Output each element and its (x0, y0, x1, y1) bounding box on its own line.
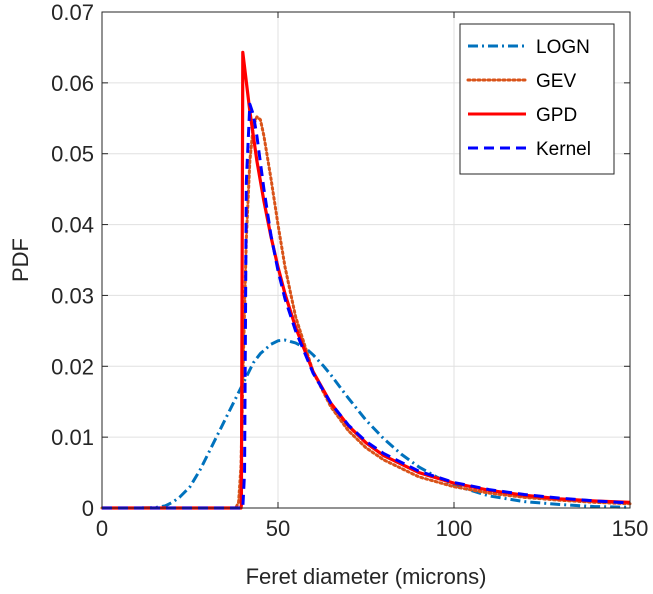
y-tick-label: 0.06 (51, 71, 94, 96)
x-axis-label: Feret diameter (microns) (246, 564, 487, 589)
y-axis-label: PDF (8, 238, 33, 282)
y-tick-label: 0.01 (51, 425, 94, 450)
y-tick-label: 0 (82, 496, 94, 521)
y-tick-label: 0.05 (51, 142, 94, 167)
x-tick-label: 50 (266, 516, 290, 541)
y-tick-label: 0.07 (51, 0, 94, 25)
legend-label-gpd: GPD (536, 105, 577, 126)
legend: LOGN GEV GPD Kernel (459, 23, 615, 175)
grid (102, 12, 630, 508)
legend-label-logn: LOGN (536, 37, 590, 58)
y-tick-label: 0.04 (51, 213, 94, 238)
plot-area-frame (101, 11, 631, 509)
series-lines (100, 50, 632, 510)
series-line-gev (100, 115, 632, 510)
x-tick-label: 150 (612, 516, 649, 541)
series-line-kernel (102, 102, 631, 510)
y-tick-label: 0.02 (51, 354, 94, 379)
legend-label-gev: GEV (536, 71, 576, 92)
series-line-logn (102, 338, 631, 510)
x-tick-label: 100 (436, 516, 473, 541)
x-tick-label: 0 (96, 516, 108, 541)
axis-ticks: 0 50 100 150 0 0.01 0.02 0.03 0.04 0.05 0.06 0.07 (51, 0, 648, 541)
y-tick-label: 0.03 (51, 283, 94, 308)
legend-label-kernel: Kernel (536, 139, 591, 160)
